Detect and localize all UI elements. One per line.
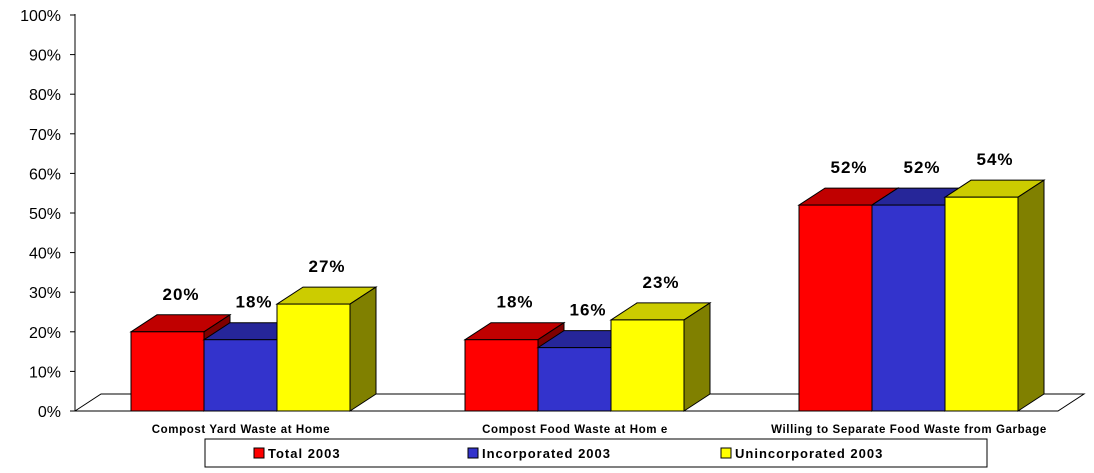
y-tick-label: 80% [29,87,61,104]
x-category-label: Willing to Separate Food Waste from Garb… [771,424,1047,436]
data-labels-group: 20% 18% 27% 18% 16% 23% 52% 52% 54% [162,150,1013,320]
bar-front-face [944,196,1019,412]
legend-swatch [253,447,265,459]
x-category-label: Compost Food Waste at Hom e [482,424,668,436]
data-label: 52% [903,158,940,177]
data-label: 20% [162,285,199,304]
y-tick-label: 90% [29,48,61,65]
y-tick-label: 30% [29,285,61,302]
bar-front-face [871,204,946,412]
data-label: 23% [642,273,679,292]
floor-plane [73,393,1086,412]
legend-swatch [467,447,479,459]
bar [275,286,378,412]
bar-side-face [349,286,377,412]
x-category-label: Compost Yard Waste at Home [152,424,331,436]
bar [609,301,712,412]
y-tick-label: 70% [29,127,61,144]
bar-front-face [537,347,612,412]
y-tick-label: 50% [29,206,61,223]
y-tick-label: 20% [29,325,61,342]
legend-group: Total 2003 Incorporated 2003 Unincorporate… [204,438,988,468]
y-tick-label: 40% [29,246,61,263]
legend-label: Total 2003 [268,446,341,461]
bar-front-face [610,319,685,412]
y-tick-label: 10% [29,364,61,381]
y-tick-label: 0% [38,404,61,421]
bar-front-face [130,331,205,412]
bar-front-face [798,204,873,412]
bar [943,179,1046,412]
axes-group: 0% 10% 20% 30% 40% 50% 60% 70% 80% 90% 100% Compost… [20,8,1086,436]
bars-group [129,179,1046,412]
data-label: 18% [235,293,272,312]
y-tick-label: 100% [20,8,61,25]
data-label: 16% [569,301,606,320]
data-label: 52% [830,158,867,177]
bar-side-face [683,301,711,412]
legend-label: Incorporated 2003 [482,446,611,461]
data-label: 27% [308,257,345,276]
data-label: 54% [976,150,1013,169]
legend-box [204,438,988,468]
legend-swatch [720,447,732,459]
data-label: 18% [496,293,533,312]
bar-front-face [464,339,539,412]
legend-label: Unincorporated 2003 [735,446,883,461]
bar-front-face [203,339,278,412]
bar-side-face [1017,179,1045,412]
bar-front-face [276,303,351,412]
y-tick-label: 60% [29,166,61,183]
